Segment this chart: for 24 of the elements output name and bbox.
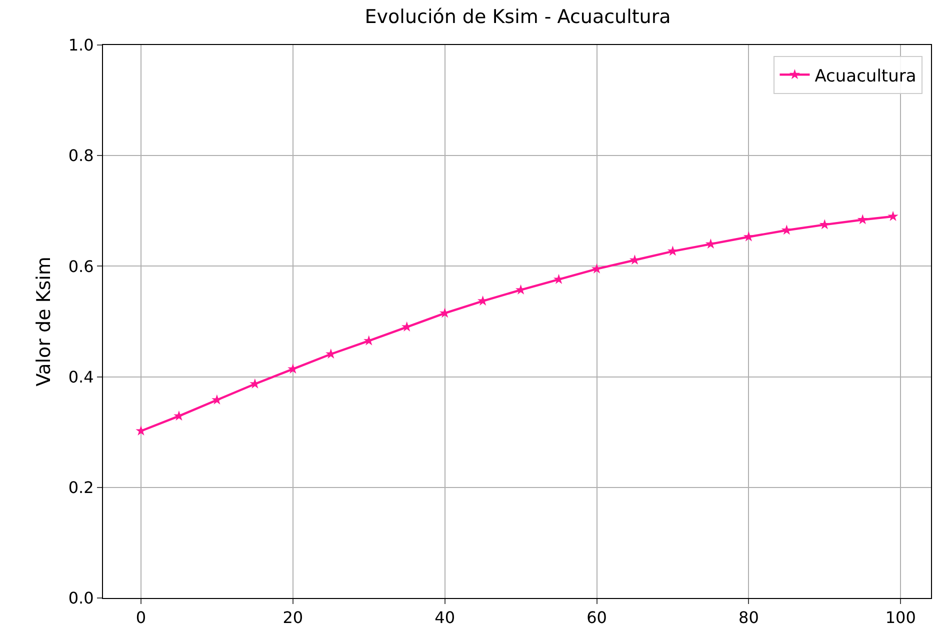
y-tick-label: 0.2 [68, 478, 94, 497]
y-tick-label: 0.6 [68, 256, 94, 276]
legend-label: Acuacultura [814, 66, 916, 86]
y-tick-label: 0.4 [68, 367, 94, 386]
x-tick-label: 100 [885, 608, 916, 628]
y-tick-label: 0.8 [68, 146, 94, 166]
point [857, 214, 868, 224]
y-axis-title: Valor de Ksim [33, 256, 56, 386]
point [174, 410, 184, 421]
x-tick-label: 20 [282, 608, 304, 628]
point [743, 231, 754, 242]
y-tick-label: 0.0 [68, 588, 94, 608]
x-tick-label: 40 [434, 608, 456, 628]
x-tick-label: 0 [136, 608, 146, 628]
x-tick-label: 80 [738, 608, 759, 628]
point [212, 394, 222, 405]
point [819, 219, 830, 230]
point [888, 210, 898, 221]
chart-title: Evolución de Ksim - Acuacultura [364, 6, 671, 28]
point [705, 238, 716, 249]
point [781, 224, 792, 235]
point [288, 363, 298, 374]
y-tick-label: 1.0 [68, 36, 94, 55]
x-tick-label: 60 [586, 608, 607, 628]
